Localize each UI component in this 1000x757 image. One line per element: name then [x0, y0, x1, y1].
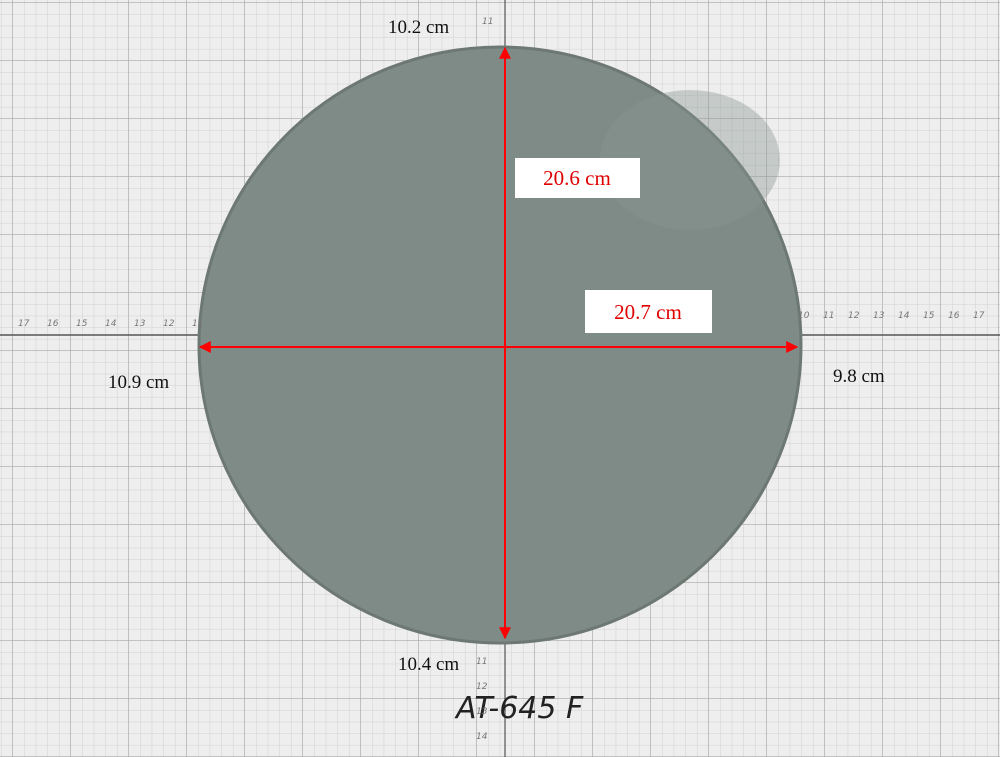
sample-label: AT-645 F [454, 691, 584, 726]
radius-label: 10.4 cm [398, 654, 459, 675]
label-box [515, 158, 640, 198]
label-box [585, 290, 712, 333]
ruler-number: 17 [18, 319, 30, 329]
ruler-number: 11 [482, 17, 493, 27]
ruler-number: 13 [134, 319, 146, 329]
radius-label: 10.2 cm [388, 17, 449, 38]
ruler-number: 12 [848, 311, 860, 321]
ruler-number: 15 [76, 319, 88, 329]
ruler-number: 16 [948, 311, 960, 321]
diameter-label: 20.6 cm [543, 166, 611, 190]
ruler-number: 14 [476, 732, 488, 742]
ruler-number: 11 [823, 311, 834, 321]
ruler-number: 17 [973, 311, 985, 321]
ruler-number: 12 [476, 682, 488, 692]
ruler-number: 16 [47, 319, 59, 329]
diameter-label: 20.7 cm [614, 300, 682, 324]
radius-label: 10.9 cm [108, 372, 169, 393]
ruler-number: 14 [898, 311, 910, 321]
radius-label: 9.8 cm [833, 366, 885, 387]
ruler-number: 13 [873, 311, 885, 321]
ruler-number: 10 [798, 311, 810, 321]
sheen [600, 90, 780, 230]
ruler-number: 12 [163, 319, 175, 329]
ruler-number: 14 [105, 319, 117, 329]
ruler-number: 11 [476, 657, 487, 667]
ruler-number: 13 [476, 707, 488, 717]
ruler-number: 11 [192, 319, 203, 329]
ruler-number: 15 [923, 311, 935, 321]
